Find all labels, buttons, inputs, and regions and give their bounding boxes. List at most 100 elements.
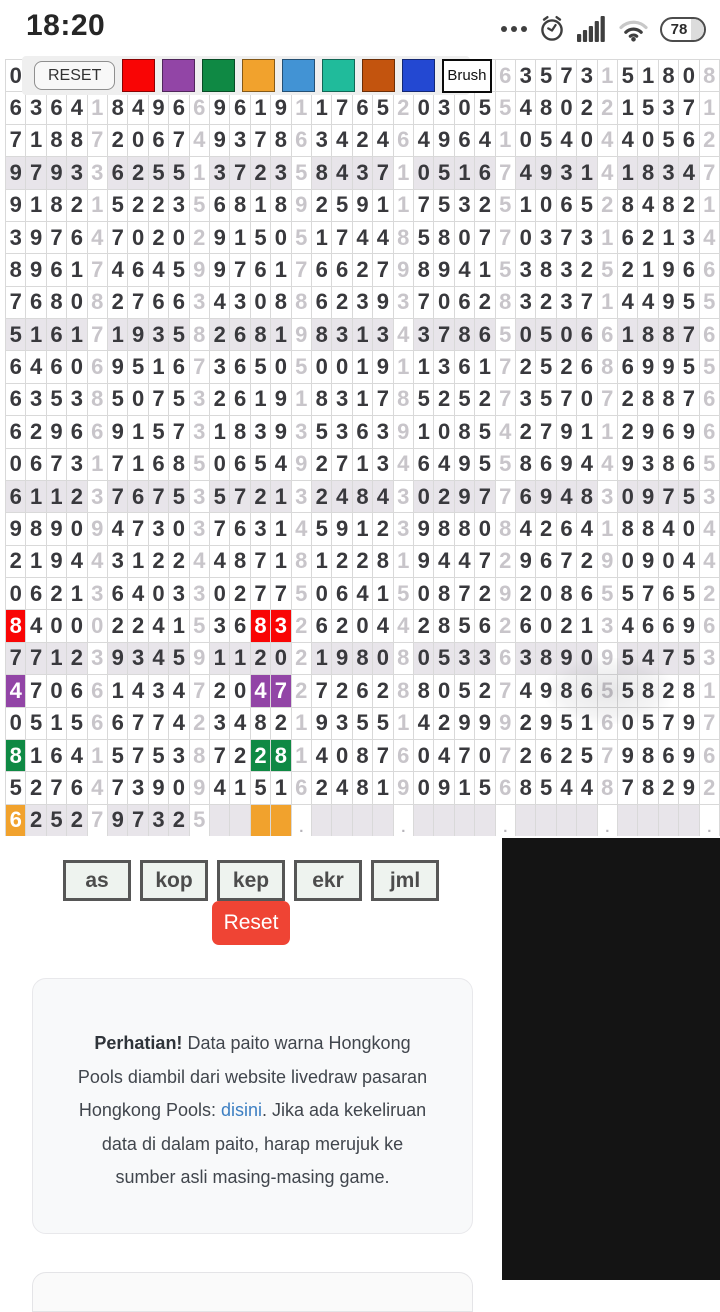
grid-cell[interactable]: 3 [250, 416, 272, 449]
grid-cell[interactable]: 9 [536, 157, 557, 190]
grid-cell[interactable]: 2 [597, 92, 618, 125]
grid-cell[interactable]: 7 [413, 286, 435, 319]
grid-cell[interactable]: 1 [475, 351, 496, 384]
grid-cell[interactable]: 1 [311, 221, 333, 255]
grid-cell[interactable]: 8 [556, 675, 578, 708]
grid-cell[interactable]: 5 [148, 157, 170, 190]
grid-cell[interactable]: 0 [169, 772, 190, 805]
grid-cell[interactable]: 9 [413, 545, 435, 578]
grid-cell[interactable]: 0 [577, 124, 598, 158]
grid-cell[interactable]: 2 [128, 157, 149, 190]
grid-cell[interactable]: 5 [332, 189, 353, 222]
grid-cell[interactable]: 1 [271, 254, 292, 287]
grid-cell[interactable]: 7 [189, 675, 210, 708]
grid-cell[interactable]: 0 [434, 286, 455, 319]
grid-cell[interactable]: 2 [209, 675, 231, 708]
grid-cell[interactable]: 5 [658, 124, 680, 158]
grid-cell[interactable]: 4 [373, 610, 394, 643]
grid-cell[interactable]: 3 [373, 416, 394, 449]
grid-cell[interactable]: 3 [332, 416, 353, 449]
grid-cell[interactable]: 3 [699, 642, 720, 676]
grid-cell[interactable]: 1 [393, 189, 414, 222]
grid-cell[interactable]: 0 [617, 545, 639, 578]
grid-cell[interactable]: 5 [699, 448, 720, 481]
grid-cell[interactable]: 1 [189, 157, 210, 190]
grid-cell[interactable]: 9 [679, 707, 700, 740]
grid-cell[interactable]: 6 [679, 448, 700, 481]
grid-cell[interactable]: 5 [107, 189, 129, 222]
grid-cell[interactable]: 6 [230, 383, 251, 417]
grid-cell[interactable]: 2 [250, 642, 272, 676]
grid-cell[interactable]: 1 [597, 60, 618, 93]
grid-cell[interactable]: 2 [658, 772, 680, 805]
grid-cell[interactable]: 7 [87, 124, 108, 158]
grid-cell[interactable]: 1 [46, 480, 68, 514]
grid-cell[interactable] [679, 804, 700, 837]
grid-cell[interactable]: 1 [393, 545, 414, 578]
grid-cell[interactable]: 6 [536, 448, 557, 481]
grid-cell[interactable]: 4 [169, 707, 190, 740]
grid-cell[interactable]: 0 [128, 221, 149, 255]
disini-link[interactable]: disini [220, 1100, 263, 1120]
grid-cell[interactable]: 8 [230, 545, 251, 578]
grid-cell[interactable]: 2 [67, 642, 88, 676]
grid-cell[interactable]: 1 [373, 189, 394, 222]
grid-cell[interactable]: 3 [515, 254, 537, 287]
grid-cell[interactable]: 2 [311, 480, 333, 514]
grid-cell[interactable]: 6 [495, 642, 516, 676]
grid-cell[interactable]: 6 [291, 124, 312, 158]
grid-cell[interactable]: 4 [209, 286, 231, 319]
grid-cell[interactable]: 2 [230, 578, 251, 611]
grid-cell[interactable]: 4 [271, 448, 292, 481]
grid-cell[interactable]: 5 [6, 772, 27, 805]
grid-cell[interactable]: 7 [209, 739, 231, 773]
grid-cell[interactable]: 5 [475, 92, 496, 125]
grid-cell[interactable]: 1 [250, 189, 272, 222]
grid-cell[interactable]: 7 [658, 707, 680, 740]
grid-cell[interactable]: 3 [311, 124, 333, 158]
grid-cell[interactable]: 3 [87, 480, 108, 514]
grid-cell[interactable]: 7 [87, 254, 108, 287]
grid-cell[interactable]: 0 [271, 642, 292, 676]
grid-cell[interactable]: 8 [413, 675, 435, 708]
grid-cell[interactable]: 2 [332, 610, 353, 643]
grid-cell[interactable]: 6 [679, 254, 700, 287]
grid-cell[interactable]: 3 [67, 383, 88, 417]
grid-cell[interactable]: 1 [597, 416, 618, 449]
grid-cell[interactable]: 6 [475, 157, 496, 190]
grid-cell[interactable]: 3 [454, 642, 476, 676]
grid-cell[interactable]: 2 [475, 189, 496, 222]
grid-cell[interactable]: 2 [148, 221, 170, 255]
grid-cell[interactable]: 6 [536, 739, 557, 773]
grid-cell[interactable]: 4 [699, 513, 720, 546]
grid-cell[interactable]: 6 [230, 319, 251, 352]
grid-cell[interactable]: 5 [373, 707, 394, 740]
grid-cell[interactable]: 3 [107, 545, 129, 578]
grid-cell[interactable]: 3 [393, 286, 414, 319]
grid-cell[interactable]: 9 [495, 578, 516, 611]
grid-cell[interactable]: 2 [128, 610, 149, 643]
grid-cell[interactable]: 9 [332, 642, 353, 676]
grid-cell[interactable]: 9 [679, 416, 700, 449]
grid-cell[interactable]: 4 [291, 513, 312, 546]
grid-cell[interactable]: 3 [332, 383, 353, 417]
grid-cell[interactable]: 4 [679, 545, 700, 578]
grid-cell[interactable]: 4 [332, 157, 353, 190]
grid-cell[interactable]: 1 [46, 707, 68, 740]
grid-cell[interactable]: 2 [373, 513, 394, 546]
grid-cell[interactable]: 1 [209, 642, 231, 676]
grid-cell[interactable]: 6 [515, 480, 537, 514]
grid-cell[interactable]: 2 [597, 189, 618, 222]
grid-cell[interactable]: 9 [434, 254, 455, 287]
grid-cell[interactable]: 5 [311, 513, 333, 546]
grid-cell[interactable]: 2 [475, 383, 496, 417]
grid-cell[interactable]: 1 [475, 254, 496, 287]
grid-cell[interactable]: 0 [577, 642, 598, 676]
grid-cell[interactable]: 9 [638, 545, 659, 578]
grid-cell[interactable]: 3 [658, 157, 680, 190]
grid-cell[interactable]: 7 [332, 92, 353, 125]
grid-cell[interactable]: 7 [373, 383, 394, 417]
toolbar-reset-button[interactable]: RESET [34, 61, 116, 90]
grid-cell[interactable]: 9 [311, 707, 333, 740]
grid-cell[interactable] [617, 804, 639, 837]
